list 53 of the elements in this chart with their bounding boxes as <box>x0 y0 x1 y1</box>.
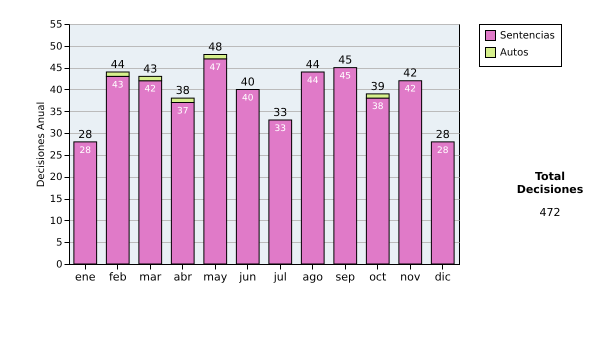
total-label: 45 <box>338 54 352 67</box>
y-tick-label: 25 <box>50 150 62 162</box>
legend-label: Sentencias <box>500 30 555 42</box>
y-tick-label: 5 <box>56 238 62 249</box>
total-label: 40 <box>240 75 255 88</box>
x-tick-label: may <box>203 270 228 284</box>
x-tick-label: ago <box>302 270 324 284</box>
x-tick-label: oct <box>369 270 387 284</box>
x-tick-label: abr <box>174 270 192 284</box>
y-tick-label: 55 <box>50 20 62 30</box>
data-label: 28 <box>437 146 449 156</box>
total-label: 44 <box>110 58 125 71</box>
x-tick-label: nov <box>400 270 421 284</box>
x-tick-label: ene <box>74 270 96 284</box>
data-label: 42 <box>404 84 416 95</box>
y-axis-title: Decisiones Anual <box>36 102 47 188</box>
data-label: 37 <box>177 106 188 117</box>
y-tick-label: 50 <box>50 41 62 52</box>
total-label: 42 <box>403 66 418 80</box>
total-label: 38 <box>176 84 190 98</box>
total-label: 33 <box>273 106 288 119</box>
data-label: 44 <box>307 76 319 86</box>
data-label: 28 <box>80 146 92 156</box>
x-tick-label: feb <box>108 270 127 284</box>
data-label: 33 <box>274 124 286 134</box>
total-label: 44 <box>306 58 320 71</box>
total-label: 39 <box>370 80 385 93</box>
y-tick-label: 45 <box>50 63 62 74</box>
total-label: 48 <box>208 40 222 54</box>
x-tick-label: jun <box>238 270 256 284</box>
y-tick-label: 30 <box>50 128 62 140</box>
y-tick-label: 35 <box>50 106 62 118</box>
y-tick-label: 20 <box>50 172 62 184</box>
text: Total Decisiones <box>516 170 584 196</box>
total-label: 43 <box>143 62 158 76</box>
total-label: 28 <box>78 128 92 141</box>
x-tick-label: mar <box>139 270 162 284</box>
data-label: 42 <box>144 84 156 95</box>
legend-label: Autos <box>500 48 528 58</box>
x-tick-label: jul <box>272 270 287 284</box>
x-tick-label: sep <box>336 270 356 284</box>
y-tick-label: 0 <box>56 260 62 270</box>
y-tick-label: 40 <box>50 84 62 96</box>
text: 472 <box>538 206 562 219</box>
total-label: 28 <box>436 128 450 141</box>
data-label: 38 <box>372 102 384 112</box>
y-tick-label: 15 <box>50 194 62 206</box>
x-tick-label: dic <box>434 270 451 284</box>
data-label: 45 <box>340 72 351 82</box>
data-label: 40 <box>242 93 254 104</box>
data-label: 43 <box>112 80 124 90</box>
data-label: 47 <box>210 62 221 73</box>
y-tick-label: 10 <box>50 216 62 227</box>
